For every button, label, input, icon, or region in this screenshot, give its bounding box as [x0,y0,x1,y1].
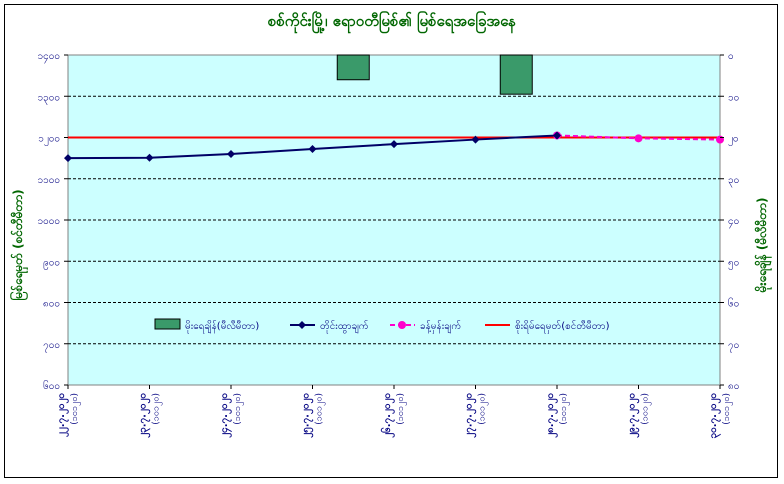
rainfall-bar [499,54,533,95]
forecast-point [716,135,724,144]
legend-label-danger: စိုးရိမ်ရေမှတ်(စင်တီမီတာ) [515,319,610,334]
legend-marker-forecast [398,321,406,329]
y-left-tick-label: ၁၁၀၀ [38,175,61,186]
y-right-tick-label: ၅၀ [728,257,739,270]
y-right-tick-label: ၆၀ [728,297,739,310]
x-tick-label: ၂၄.၇.၂၀၂၀ [219,393,233,438]
y-left-tick-label: ၉၀၀ [43,257,60,270]
x-tick-label: ၂၆.၇.၂၀၂၀ [380,393,396,438]
measured-point [145,153,154,162]
legend-label-rainfall: မိုးရေချိန်(မီလီမီတာ) [185,319,259,334]
y-right-tick-label: ၃၀ [728,175,739,188]
forecast-point [634,134,643,143]
x-tick-sublabel: (၁၀၁၂၀) [559,393,570,425]
y-left-tick-label: ၈၀၀ [43,299,60,310]
y-axis-left-label: မြစ်ရေမှတ် (စင်တီမီတာ) [8,189,29,300]
y-right-tick-label: ၁၀ [728,92,739,103]
legend-swatch-rainfall [154,318,181,330]
x-tick-sublabel: (၁၀၁၂၀) [233,393,244,425]
measured-point [471,135,480,144]
y-left-tick-label: ၆၀၀ [43,379,60,392]
rainfall-bars [336,54,533,95]
x-tick-sublabel: (၁၀၁၂၀) [315,393,326,425]
x-tick-sublabel: (၁၀၁၂၀) [396,393,407,425]
x-tick-sublabel: (၁၀၁၂၀) [641,393,652,425]
measured-point [390,140,398,149]
x-tick-label-group: ၂၃.၇.၂၀၂၀ (၁၀၁၂၀) [138,393,163,438]
legend: မိုးရေချိန်(မီလီမီတာ) တိုင်းထွာချက် ခန့်မှ… [154,318,610,334]
rainfall-bar [336,54,370,81]
y-left-tick-label: ၇၀၀ [43,340,60,353]
x-tick-label: ၂၇.၇.၂၀၂၀ [464,393,478,438]
y-axis-right-label: မိုးရေချိန် (မီလီမီတာ) [753,198,773,294]
x-tick-label: ၂၅.၇.၂၀၂၀ [301,393,315,438]
y-right-tick-label: ၇၀ [728,340,739,353]
y-left-tick-label: ၁၃၀၀ [38,92,61,105]
x-tick-label: ၂၉.၇.၂၀၂၀ [627,393,641,438]
x-tick-label-group: ၂၈.၇.၂၀၂၀ (၁၀၁၂၀) [545,393,570,438]
y-right-tick-label: ၀ [728,51,734,62]
x-tick-label-group: ၂၄.၇.၂၀၂၀ (၁၀၁၂၀) [219,393,244,438]
x-tick-label-group: ၃၀.၇.၂၀၂၀ (၁၀၁၂၀) [708,393,733,439]
measured-point [553,131,561,140]
x-tick-label-group: ၂၇.၇.၂၀၂၀ (၁၀၁၂၀) [464,393,489,438]
y-left-tick-label: ၁၀၀၀ [38,216,61,227]
x-tick-sublabel: (၁၀၁၂၀) [152,393,163,425]
measured-point [227,150,235,158]
x-tick-label: ၂၈.၇.၂၀၂၀ [545,393,559,438]
legend-label-measured: တိုင်းထွာချက် [320,319,369,334]
x-tick-sublabel: (၁၀၁၂၀) [478,393,489,425]
x-tick-label-group: ၂၉.၇.၂၀၂၀ (၁၀၁၂၀) [627,393,652,438]
y-left-tick-label: ၁၄၀၀ [38,51,61,64]
x-tick-label-group: ၂၆.၇.၂၀၂၀ (၁၀၁၂၀) [380,393,407,438]
y-right-tick-label: ၂၀ [728,134,739,147]
x-tick-label-group: ၂၅.၇.၂၀၂၀ (၁၀၁၂၀) [301,393,326,438]
axes: ၆၀၀ ၈၀ ၇၀၀ ၇၀ ၈၀၀ ၆၀ ၉၀၀ ၅၀ ၁၀၀၀ ၄၀ ၁၁၀၀ ၃၀ ၁၂၀၀ ၂၀ ၁၃… [38,51,740,439]
measured-point [64,154,72,163]
measured-point [308,145,317,154]
y-right-tick-label: ၈၀ [728,381,739,392]
x-tick-label: ၂၃.၇.၂၀၂၀ [138,393,152,438]
legend-marker-measured [298,321,306,329]
x-tick-label: ၂၂.၇.၂၀၂၀ [56,393,70,437]
x-tick-sublabel: (၁၀၁၂၀) [722,393,733,425]
x-tick-label: ၃၀.၇.၂၀၂၀ [708,393,722,439]
x-tick-sublabel: (၁၀၁၂၀) [70,393,81,425]
chart-title: စစ်ကိုင်းမြို့၊ ဧရာဝတီမြစ်၏ မြစ်ရေအခြေအန… [268,10,516,34]
x-tick-label-group: ၂၂.၇.၂၀၂၀ (၁၀၁၂၀) [56,393,81,437]
y-left-tick-label: ၁၂၀၀ [38,134,60,147]
series-lines [64,131,724,163]
legend-label-forecast: ခန့်မှန်းချက် [420,319,461,334]
y-right-tick-label: ၄၀ [728,216,739,229]
